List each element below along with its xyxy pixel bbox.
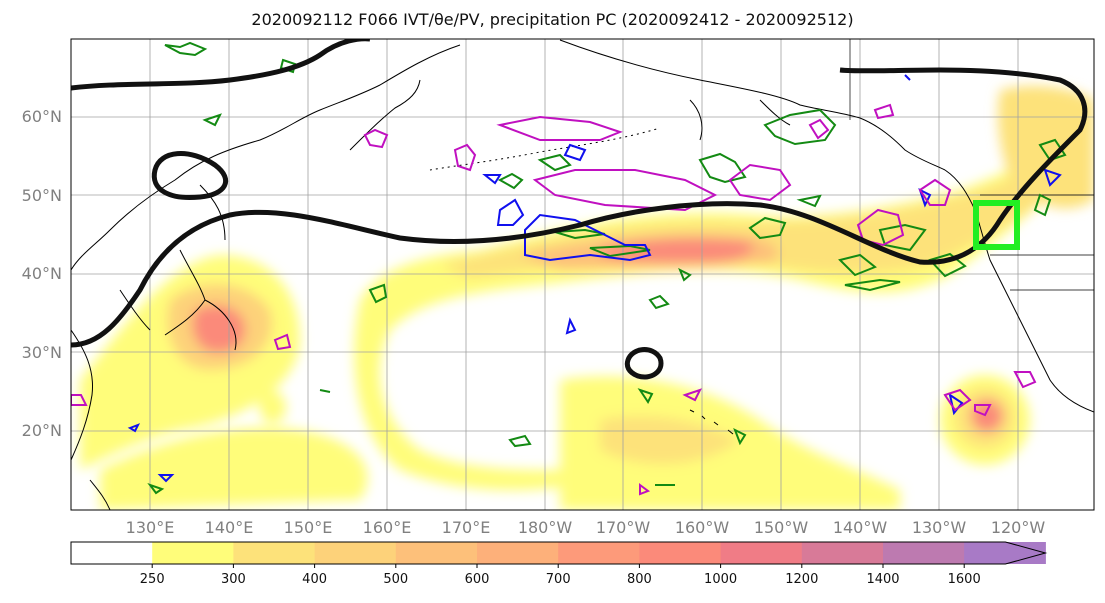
colorbar-segment [558,542,640,564]
colorbar-segment [639,542,722,564]
colorbar-tick-label: 800 [627,572,652,587]
lon-label-120w: 120°W [991,518,1046,537]
lon-label-130w: 130°W [912,518,967,537]
colorbar-tick-label: 1400 [866,572,899,587]
colorbar-segment [71,542,153,564]
lat-label-30: 30°N [22,343,62,362]
colorbar-segment [395,542,478,564]
lon-label-170w: 170°W [596,518,651,537]
target-region-box [973,200,1020,250]
colorbar-tick-label: 500 [383,572,408,587]
ivt-shading [80,85,1094,510]
lon-label-170e: 170°E [442,518,491,537]
lon-label-150e: 150°E [284,518,333,537]
lat-label-60: 60°N [22,107,62,126]
lon-label-130e: 130°E [126,518,175,537]
lon-label-160e: 160°E [363,518,412,537]
lat-label-50: 50°N [22,186,62,205]
lon-label-180w: 180°W [518,518,573,537]
coastlines [71,39,1094,510]
graticule [71,39,1094,510]
colorbar-segment [883,542,965,564]
colorbar-tick-label: 300 [221,572,246,587]
colorbar-tick-label: 250 [140,572,165,587]
colorbar-tick-label: 1600 [948,572,981,587]
map-title: 2020092112 F066 IVT/θe/PV, precipitation… [251,10,854,29]
lon-label-160w: 160°W [675,518,730,537]
colorbar: 250 300 400 500 600 700 800 1000 1200 1400 1600 [70,541,1048,587]
colorbar-tick-label: 1200 [785,572,818,587]
colorbar-tick-label: 700 [546,572,571,587]
colorbar-outline [70,541,1048,565]
pv-contours [71,39,1088,380]
colorbar-segment [152,542,234,564]
map-area [71,39,1094,510]
colorbar-tick-label: 600 [465,572,490,587]
colorbar-tick-label: 400 [302,572,327,587]
lon-label-140e: 140°E [205,518,254,537]
colorbar-tick-label: 1000 [704,572,737,587]
lat-label-40: 40°N [22,264,62,283]
colorbar-segment [477,542,559,564]
lon-label-150w: 150°W [754,518,809,537]
map-frame [70,38,1095,511]
lat-label-20: 20°N [22,421,62,440]
lon-label-140w: 140°W [833,518,888,537]
colorbar-segment [314,542,397,564]
colorbar-segment [720,542,803,564]
colorbar-segment [233,542,316,564]
colorbar-segment [801,542,884,564]
